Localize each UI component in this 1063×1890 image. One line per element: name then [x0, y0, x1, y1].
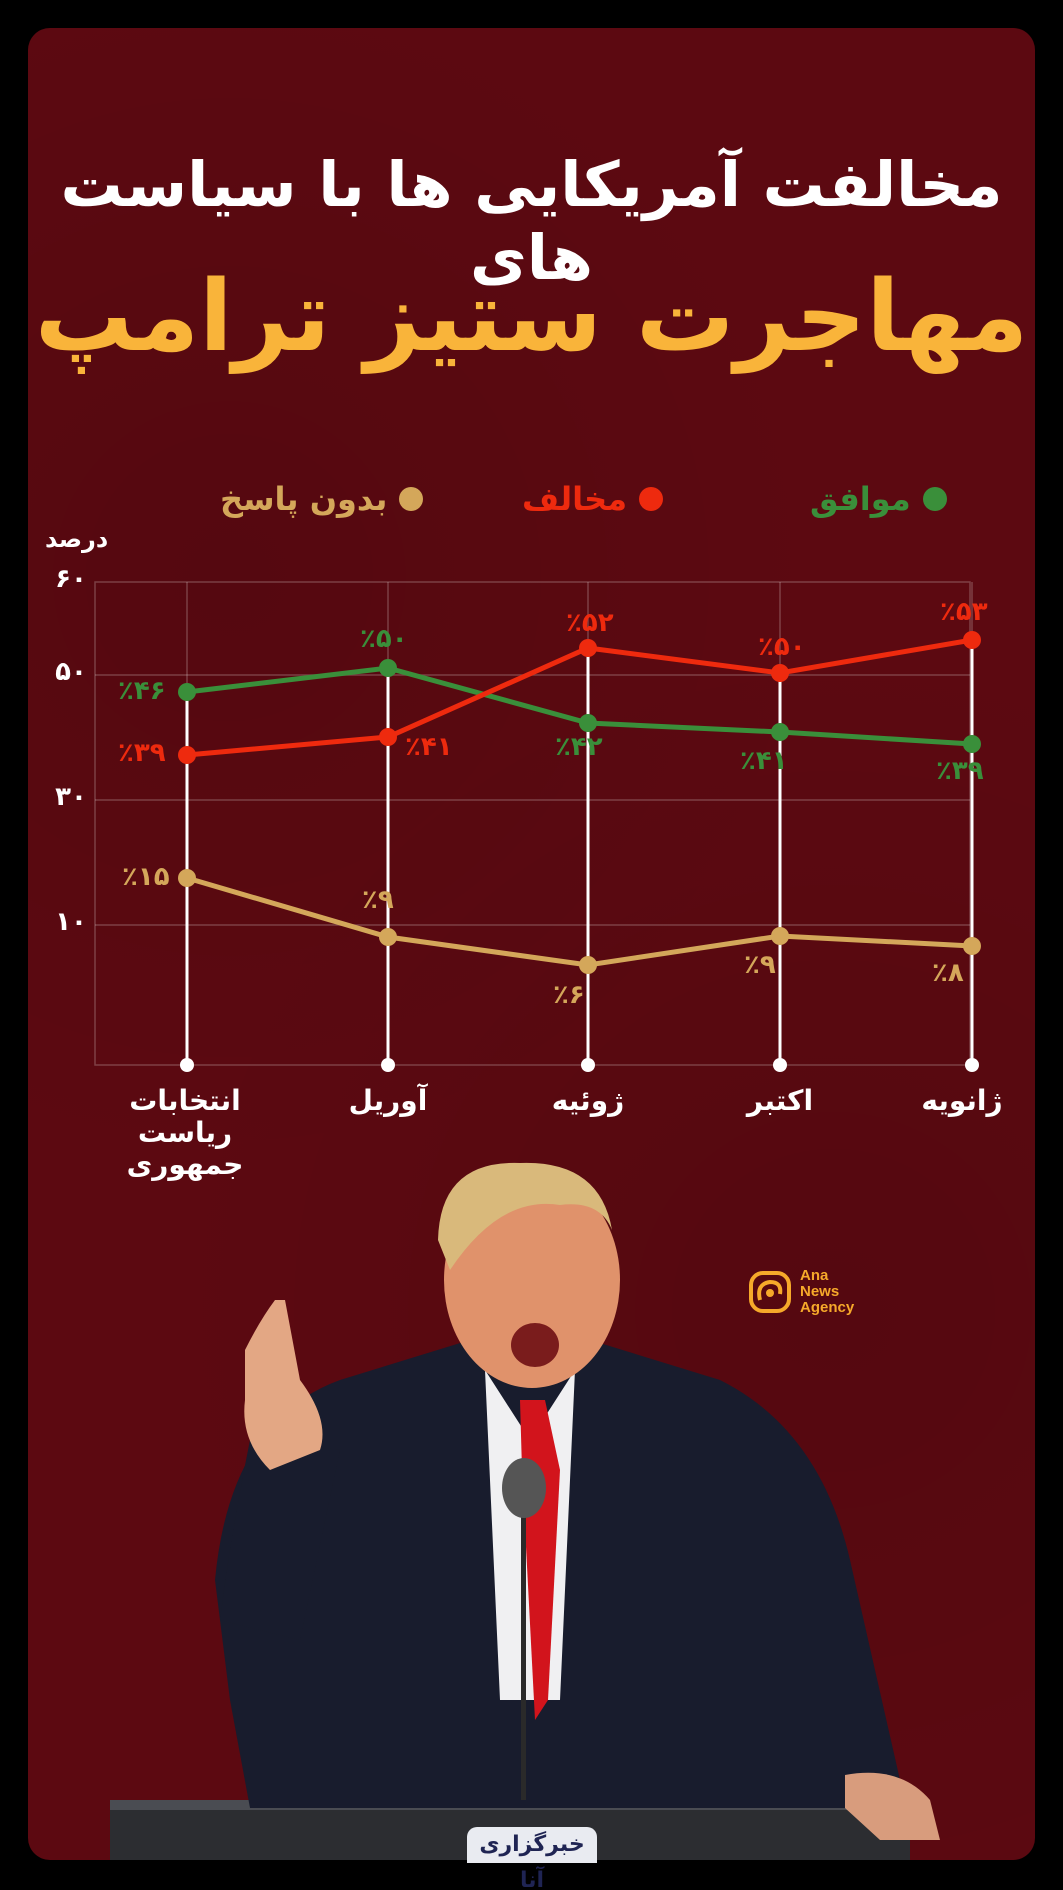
logo-text-line: Ana [800, 1267, 829, 1284]
data-label-no-answer: ٪۹ [744, 950, 776, 980]
data-label-oppose: ٪۵۳ [940, 597, 988, 627]
data-label-oppose: ٪۵۲ [566, 608, 614, 638]
x-label: ژانویه [921, 1084, 1003, 1117]
legend-dot-icon [399, 487, 424, 511]
data-label-agree: ٪۳۹ [936, 756, 984, 786]
legend-item-oppose: مخالف [522, 480, 664, 518]
x-label: اکتبر [746, 1084, 814, 1117]
data-label-no-answer: ٪۱۵ [122, 862, 170, 892]
data-label-agree: ٪۴۱ [740, 746, 788, 776]
title-line-1: مخالفت آمریکایی ها با سیاست های [60, 148, 1003, 294]
data-label-no-answer: ٪۹ [362, 885, 394, 915]
ana-farsi-badge: خبرگزاری آنا [467, 1827, 597, 1890]
logo-text-line: Agency [800, 1298, 855, 1316]
data-label-no-answer: ٪۸ [932, 958, 964, 988]
title-line-2: مهاجرت ستیز ترامپ [34, 260, 1031, 374]
legend-item-no-answer: بدون پاسخ [220, 480, 424, 518]
y-tick: ۶۰ [55, 564, 87, 594]
legend-item-agree: موافق [810, 480, 947, 518]
data-label-agree: ٪۵۰ [360, 624, 408, 654]
legend-dot-icon [922, 487, 947, 511]
x-label: ژوئیه [551, 1084, 625, 1117]
y-tick: ۵۰ [55, 657, 87, 687]
y-axis-unit: درصد [45, 525, 109, 553]
data-label-agree: ٪۴۲ [555, 732, 603, 762]
data-label-oppose: ٪۳۹ [118, 738, 166, 768]
infographic-card: مخالفت آمریکایی ها با سیاست های مهاجرت س… [28, 28, 1035, 1860]
ana-spiral-icon [749, 1270, 791, 1313]
y-tick: ۱۰ [55, 907, 87, 937]
data-label-agree: ٪۴۶ [118, 676, 166, 706]
data-label-no-answer: ٪۶ [553, 980, 585, 1010]
data-label-oppose: ٪۵۰ [758, 632, 806, 662]
x-label: آوریل [348, 1084, 428, 1117]
legend-dot-icon [639, 487, 664, 511]
legend-label: بدون پاسخ [220, 480, 388, 518]
y-tick: ۳۰ [55, 782, 87, 812]
ana-news-agency-logo: Ana News Agency [748, 1268, 854, 1315]
x-label: انتخابات ریاست جمهوری [126, 1084, 244, 1182]
logo-text-line: News [800, 1282, 840, 1300]
legend-label: مخالف [522, 480, 628, 518]
legend-label: موافق [810, 480, 911, 518]
chart-legend: موافق مخالف بدون پاسخ [28, 480, 1035, 530]
data-label-oppose: ٪۴۱ [405, 732, 453, 762]
